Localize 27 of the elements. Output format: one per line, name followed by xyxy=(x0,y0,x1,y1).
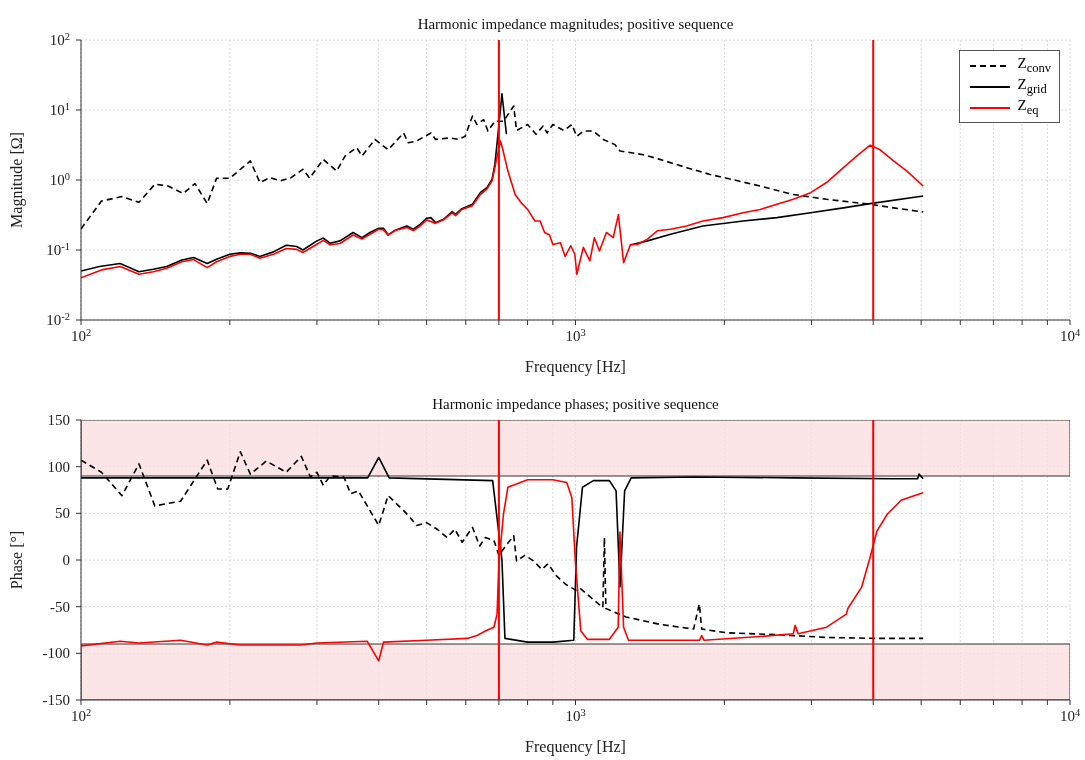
x-tick-label: 10$^{3}$ xyxy=(565,326,586,344)
x-tick-label: 10$^{4}$ xyxy=(1059,326,1081,344)
y-tick-label: 10$^{0}$ xyxy=(49,170,70,188)
legend-label: Z$_{eq}$ xyxy=(1017,97,1039,118)
x-tick-label: 10$^{2}$ xyxy=(70,326,92,344)
x-axis-title: Frequency [Hz] xyxy=(525,358,626,376)
y-tick-label: 10$^{2}$ xyxy=(49,30,70,48)
x-tick-label: 10$^{2}$ xyxy=(70,706,92,724)
legend-label: Z$_{grid}$ xyxy=(1017,76,1047,97)
y-tick-label: -150 xyxy=(42,692,70,708)
y-axis-title: Magnitude [Ω] xyxy=(7,132,26,228)
y-tick-label: -50 xyxy=(50,598,70,615)
y-tick-label: 10$^{1}$ xyxy=(49,100,70,118)
y-tick-label: 150 xyxy=(47,412,70,428)
x-tick-label: 10$^{3}$ xyxy=(565,706,586,724)
y-tick-label: 10$^{-1}$ xyxy=(46,240,70,258)
x-tick-label: 10$^{4}$ xyxy=(1059,706,1081,724)
y-tick-label: 0 xyxy=(62,552,70,568)
y-tick-label: 10$^{-2}$ xyxy=(46,310,70,328)
y-tick-label: -100 xyxy=(42,645,70,662)
y-tick-label: 100 xyxy=(47,458,70,475)
chart-title: Harmonic impedance phases; positive sequence xyxy=(431,396,720,413)
y-axis-title: Phase [°] xyxy=(7,530,25,590)
y-tick-label: 50 xyxy=(55,505,70,522)
chart-title: Harmonic impedance magnitudes; positive sequence xyxy=(416,16,735,33)
x-axis-title: Frequency [Hz] xyxy=(525,738,626,756)
legend-label: Z$_{conv}$ xyxy=(1017,55,1051,76)
